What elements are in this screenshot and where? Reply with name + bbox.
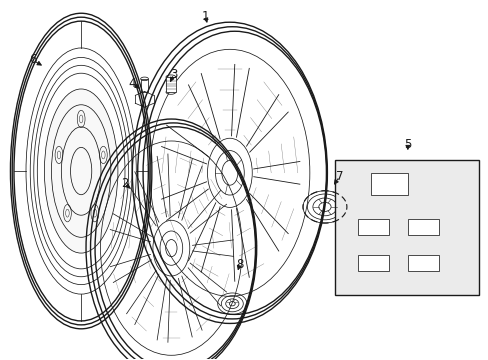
Bar <box>407 219 439 235</box>
Ellipse shape <box>357 221 388 228</box>
Text: 4: 4 <box>128 77 136 90</box>
Ellipse shape <box>44 89 118 253</box>
Ellipse shape <box>407 221 439 228</box>
Text: 8: 8 <box>235 258 243 271</box>
Bar <box>407 255 439 271</box>
Bar <box>165 77 175 92</box>
Bar <box>141 79 148 93</box>
Ellipse shape <box>370 173 407 184</box>
Bar <box>357 219 388 235</box>
Text: 3: 3 <box>170 68 177 81</box>
Text: 5: 5 <box>404 138 411 150</box>
Text: 7: 7 <box>335 170 343 183</box>
Ellipse shape <box>407 257 439 265</box>
Text: 6: 6 <box>29 53 36 66</box>
Ellipse shape <box>357 257 388 265</box>
Text: 2: 2 <box>121 177 128 190</box>
Bar <box>334 160 478 295</box>
Text: 1: 1 <box>202 10 209 23</box>
Bar <box>370 173 407 195</box>
Bar <box>357 255 388 271</box>
